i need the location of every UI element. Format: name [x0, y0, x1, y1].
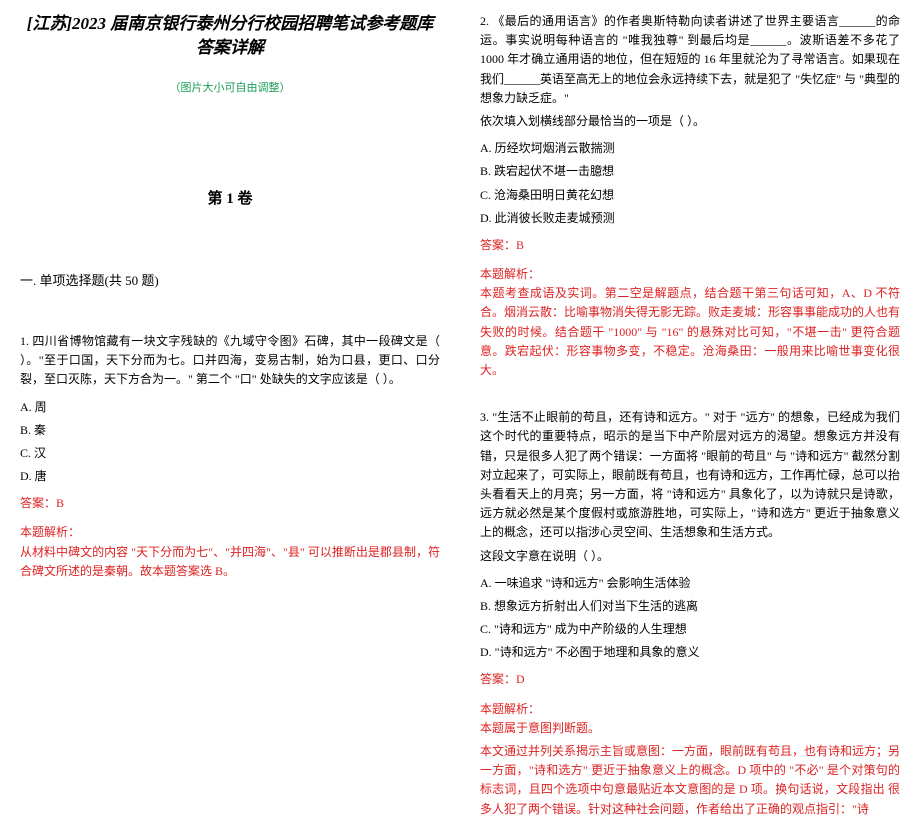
left-column: [江苏]2023 届南京银行泰州分行校园招聘笔试参考题库答案详解 （图片大小可自… [0, 0, 460, 651]
q2-option-a: A. 历经坎坷烟消云散揣测 [480, 139, 900, 158]
q1-option-a: A. 周 [20, 398, 440, 417]
question-1: 1. 四川省博物馆藏有一块文字残缺的《九域守令图》石碑，其中一段碑文是（ ）。"… [20, 332, 440, 581]
q3-option-b: B. 想象远方折射出人们对当下生活的逃离 [480, 597, 900, 616]
question-3: 3. "生活不止眼前的苟且，还有诗和远方。" 对于 "远方" 的想象，已经成为我… [480, 408, 900, 819]
q3-explain-label: 本题解析： [480, 700, 900, 719]
q2-answer: 答案：B [480, 236, 900, 255]
q3-answer: 答案：D [480, 670, 900, 689]
q3-option-a: A. 一味追求 "诗和远方" 会影响生活体验 [480, 574, 900, 593]
q1-explain: 从材料中碑文的内容 "天下分而为七"、"并四海"、"县" 可以推断出是郡县制，符… [20, 543, 440, 581]
q3-text1: 3. "生活不止眼前的苟且，还有诗和远方。" 对于 "远方" 的想象，已经成为我… [480, 408, 900, 542]
q3-option-d: D. "诗和远方" 不必囿于地理和具象的意义 [480, 643, 900, 662]
q2-explain: 本题考查成语及实词。第二空是解题点，结合题干第三句话可知，A、D 不符合。烟消云… [480, 284, 900, 380]
document-title: [江苏]2023 届南京银行泰州分行校园招聘笔试参考题库答案详解 [20, 12, 440, 60]
q2-explain-label: 本题解析： [480, 265, 900, 284]
resize-hint: （图片大小可自由调整） [20, 80, 440, 98]
q1-option-d: D. 唐 [20, 467, 440, 486]
q1-text: 1. 四川省博物馆藏有一块文字残缺的《九域守令图》石碑，其中一段碑文是（ ）。"… [20, 332, 440, 390]
question-2: 2. 《最后的通用语言》的作者奥斯特勒向读者讲述了世界主要语言______的命运… [480, 12, 900, 380]
q3-explain2: 本文通过并列关系揭示主旨或意图：一方面，眼前既有苟且，也有诗和远方；另一方面，"… [480, 742, 900, 819]
q2-text2: 依次填入划横线部分最恰当的一项是（ ）。 [480, 112, 900, 131]
q2-option-b: B. 跌宕起伏不堪一击臆想 [480, 162, 900, 181]
q1-option-b: B. 秦 [20, 421, 440, 440]
q2-option-d: D. 此消彼长败走麦城预测 [480, 209, 900, 228]
q1-answer: 答案：B [20, 494, 440, 513]
q1-explain-label: 本题解析： [20, 523, 440, 542]
subsection-label: 一. 单项选择题(共 50 题) [20, 271, 440, 292]
q3-explain1: 本题属于意图判断题。 [480, 719, 900, 738]
q2-option-c: C. 沧海桑田明日黄花幻想 [480, 186, 900, 205]
q3-option-c: C. "诗和远方" 成为中产阶级的人生理想 [480, 620, 900, 639]
q3-text2: 这段文字意在说明（ ）。 [480, 547, 900, 566]
q2-text1: 2. 《最后的通用语言》的作者奥斯特勒向读者讲述了世界主要语言______的命运… [480, 12, 900, 108]
q1-option-c: C. 汉 [20, 444, 440, 463]
right-column: 2. 《最后的通用语言》的作者奥斯特勒向读者讲述了世界主要语言______的命运… [460, 0, 920, 651]
section-header: 第 1 卷 [20, 187, 440, 211]
